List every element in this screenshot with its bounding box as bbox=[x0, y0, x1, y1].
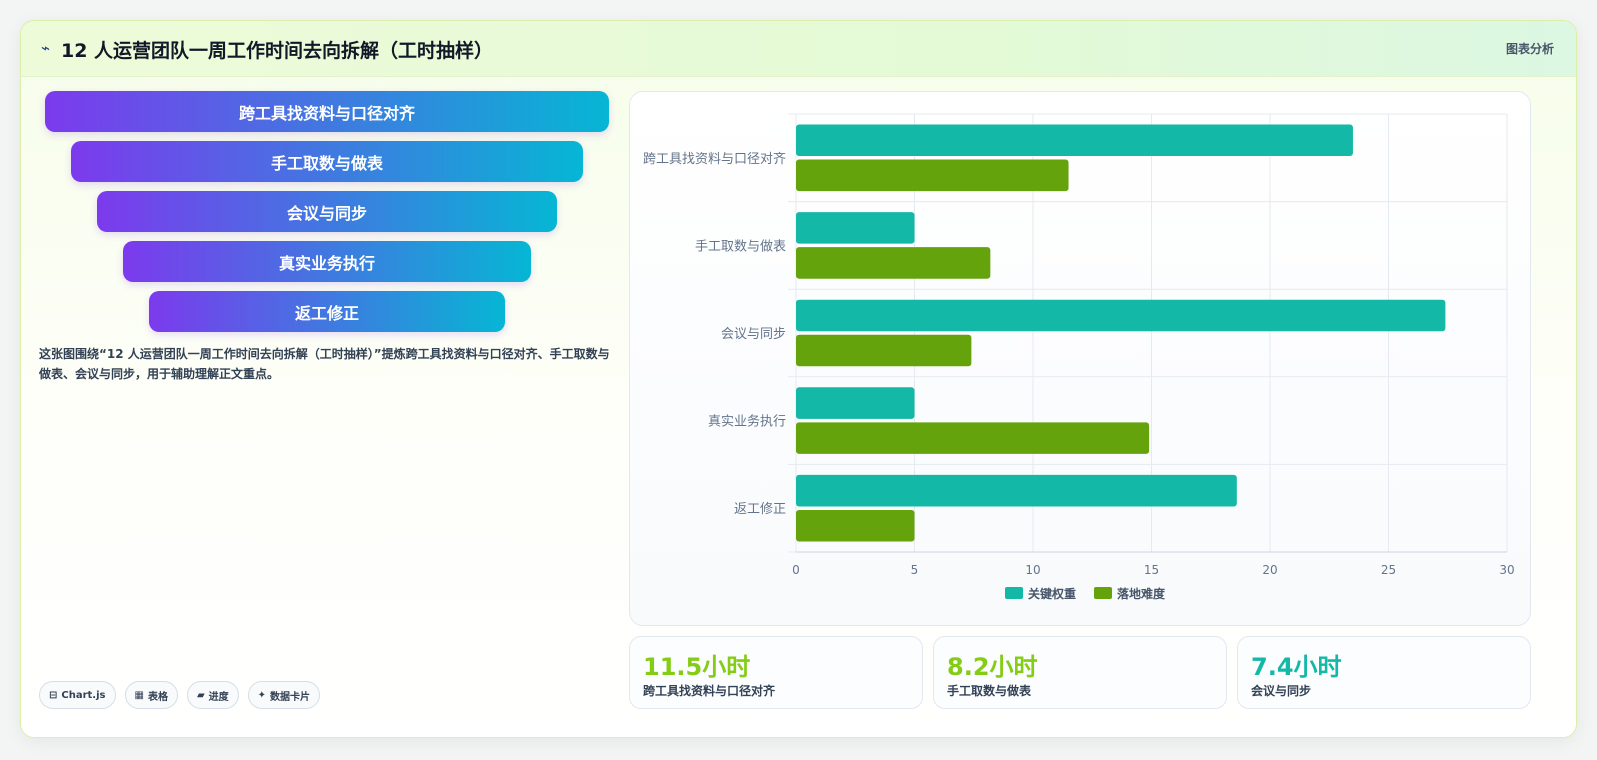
stat-value: 11.5小时 bbox=[643, 653, 751, 681]
chip-label: 数据卡片 bbox=[270, 691, 311, 703]
funnel-step-2: 手工取数与做表 bbox=[71, 141, 583, 182]
stat-label: 手工取数与做表 bbox=[947, 684, 1032, 698]
funnel-step-1: 跨工具找资料与口径对齐 bbox=[45, 91, 609, 132]
legend-label: 落地难度 bbox=[1117, 586, 1166, 601]
card-header: ⌁ 12 人运营团队一周工作时间去向拆解（工时抽样） 图表分析 bbox=[21, 21, 1576, 77]
bar-difficulty bbox=[796, 159, 1069, 192]
chart-description: 这张图围绕“12 人运营团队一周工作时间去向拆解（工时抽样）”提炼跨工具找资料与… bbox=[39, 347, 610, 381]
funnel-step-3: 会议与同步 bbox=[97, 191, 557, 232]
chart-icon: ⊟ bbox=[49, 689, 58, 701]
bar-key-weight bbox=[796, 212, 915, 244]
page-title: 12 人运营团队一周工作时间去向拆解（工时抽样） bbox=[61, 40, 494, 62]
legend-swatch bbox=[1005, 587, 1023, 599]
y-tick-label: 返工修正 bbox=[734, 502, 786, 517]
x-tick-label: 10 bbox=[1025, 563, 1040, 577]
card-icon: ✦ bbox=[257, 689, 267, 701]
funnel-step-4: 真实业务执行 bbox=[123, 241, 531, 282]
title-icon: ⌁ bbox=[41, 39, 51, 57]
x-tick-label: 30 bbox=[1499, 563, 1514, 577]
feature-chips: ⊟ Chart.js ▦ 表格 ▰ 进度 ✦ 数据卡片 bbox=[39, 681, 321, 709]
progress-icon: ▰ bbox=[196, 689, 205, 701]
stat-value: 7.4小时 bbox=[1251, 653, 1342, 681]
chip-chartjs[interactable]: ⊟ Chart.js bbox=[39, 681, 116, 709]
bar-difficulty bbox=[796, 422, 1150, 454]
chip-label: Chart.js bbox=[61, 689, 106, 701]
x-tick-label: 20 bbox=[1262, 563, 1277, 577]
x-tick-label: 15 bbox=[1144, 563, 1159, 577]
chip-table[interactable]: ▦ 表格 bbox=[124, 681, 178, 709]
bar-difficulty bbox=[796, 247, 991, 279]
y-tick-label: 跨工具找资料与口径对齐 bbox=[643, 151, 786, 167]
chip-label: 表格 bbox=[147, 691, 168, 703]
bar-key-weight bbox=[796, 299, 1446, 332]
bar-chart: 0 5 10 15 20 25 30 跨工具找资料与口径对齐手工取数与做表会议与同步真实业务执… bbox=[643, 113, 1515, 601]
bar-difficulty bbox=[796, 334, 972, 367]
stat-card-2: 8.2小时 手工取数与做表 bbox=[933, 636, 1227, 709]
stat-label: 会议与同步 bbox=[1251, 684, 1312, 698]
legend-swatch bbox=[1094, 587, 1112, 599]
chip-progress[interactable]: ▰ 进度 bbox=[186, 681, 239, 709]
chart-panel: 0 5 10 15 20 25 30 跨工具找资料与口径对齐手工取数与做表会议与同步真实业务执… bbox=[629, 91, 1531, 626]
stat-card-1: 11.5小时 跨工具找资料与口径对齐 bbox=[629, 636, 923, 709]
x-tick-label: 25 bbox=[1381, 563, 1396, 577]
stat-label: 跨工具找资料与口径对齐 bbox=[643, 684, 776, 698]
funnel-step-5: 返工修正 bbox=[149, 291, 505, 332]
bar-key-weight bbox=[796, 387, 915, 419]
stat-card-3: 7.4小时 会议与同步 bbox=[1237, 636, 1531, 709]
bar-key-weight bbox=[796, 474, 1237, 507]
x-tick-label: 5 bbox=[911, 563, 919, 577]
bar-difficulty bbox=[796, 509, 915, 542]
table-icon: ▦ bbox=[134, 689, 144, 701]
analysis-tag[interactable]: 图表分析 bbox=[1505, 42, 1554, 56]
bar-key-weight bbox=[796, 124, 1353, 157]
y-tick-label: 手工取数与做表 bbox=[695, 239, 786, 254]
chip-data-card[interactable]: ✦ 数据卡片 bbox=[247, 681, 321, 709]
y-tick-label: 真实业务执行 bbox=[708, 414, 786, 430]
x-tick-label: 0 bbox=[792, 563, 800, 577]
y-tick-label: 会议与同步 bbox=[721, 327, 786, 342]
chart-card: ⌁ 12 人运营团队一周工作时间去向拆解（工时抽样） 图表分析 跨工具找资料与口… bbox=[20, 20, 1577, 738]
chip-label: 进度 bbox=[208, 691, 229, 703]
legend-label: 关键权重 bbox=[1028, 586, 1076, 601]
stat-value: 8.2小时 bbox=[947, 653, 1038, 681]
